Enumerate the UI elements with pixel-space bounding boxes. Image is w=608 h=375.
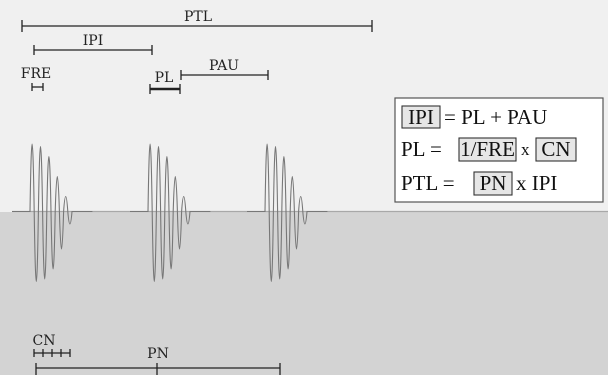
pulse-waveform-3	[247, 143, 328, 283]
pn-measure: PN	[35, 346, 281, 375]
eq3-boxed: PN	[480, 171, 507, 195]
eq2-times: x	[521, 140, 530, 159]
equation-ptl: PTL = PN x IPI	[401, 171, 557, 196]
fre-label: FRE	[21, 66, 51, 82]
eq1-boxed: IPI	[408, 105, 434, 129]
pau-label: PAU	[209, 58, 239, 74]
lower-background	[0, 212, 608, 375]
eq3-lhs: PTL =	[401, 171, 455, 195]
boxed-term-cn	[535, 137, 577, 162]
pulse-waveform-2	[130, 143, 211, 283]
eq3-rest: x IPI	[516, 171, 557, 195]
cn-measure: CN	[33, 333, 71, 357]
eq2-boxed-a: 1/FRE	[460, 137, 515, 161]
pn-label: PN	[147, 346, 169, 362]
eq1-rest: = PL + PAU	[444, 105, 547, 129]
equation-ipi: IPI = PL + PAU	[401, 105, 547, 129]
cn-label: CN	[33, 333, 56, 349]
boxed-term-ipi	[401, 105, 441, 129]
formula-box: IPI = PL + PAU PL = 1/FRE x CN PTL = PN …	[394, 97, 604, 203]
pau-measure: PAU	[180, 58, 269, 80]
equation-pl: PL = 1/FRE x CN	[401, 137, 577, 162]
ptl-label: PTL	[184, 9, 212, 25]
boxed-term-1-over-fre	[458, 137, 517, 162]
ptl-measure: PTL	[21, 9, 373, 32]
pl-label: PL	[155, 70, 174, 86]
boxed-term-pn	[473, 171, 513, 196]
ipi-label: IPI	[83, 33, 103, 49]
fre-measure: FRE	[21, 66, 51, 91]
eq2-lhs: PL =	[401, 137, 442, 161]
eq2-boxed-b: CN	[541, 137, 570, 161]
pulse-waveform-1	[12, 143, 93, 283]
ipi-measure: IPI	[33, 33, 153, 55]
pl-measure: PL	[149, 70, 181, 94]
